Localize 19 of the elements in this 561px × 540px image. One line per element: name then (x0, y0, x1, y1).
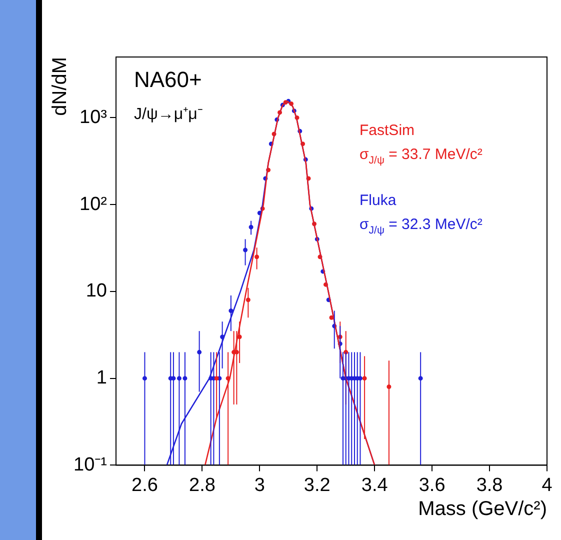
x-tick-label: 3.6 (418, 474, 446, 496)
y-tick-label: 10² (80, 194, 107, 215)
x-tick-label: 3.2 (304, 474, 330, 496)
annotation: NA60+ (134, 67, 202, 92)
x-tick-label: 4 (542, 474, 553, 496)
x-tick-label: 3.4 (361, 474, 388, 496)
y-tick-label: 10⁻¹ (74, 454, 107, 476)
x-axis-title: Mass (GeV/c²) (418, 498, 548, 520)
y-tick-label: 10 (86, 280, 107, 302)
text: Fluka (360, 192, 397, 209)
text: FastSim (360, 122, 415, 139)
x-tick-label: 3.8 (476, 474, 503, 496)
x-tick-label: 3 (254, 474, 265, 496)
x-tick-label: 2.8 (188, 474, 216, 496)
x-tick-label: 2.6 (132, 474, 158, 496)
y-tick-label: 1 (96, 368, 107, 389)
y-axis-title: dN/dM (49, 57, 71, 116)
y-tick-label: 10³ (80, 106, 107, 128)
annotation: J/ψ→μ⁺μ⁻ (134, 106, 202, 123)
